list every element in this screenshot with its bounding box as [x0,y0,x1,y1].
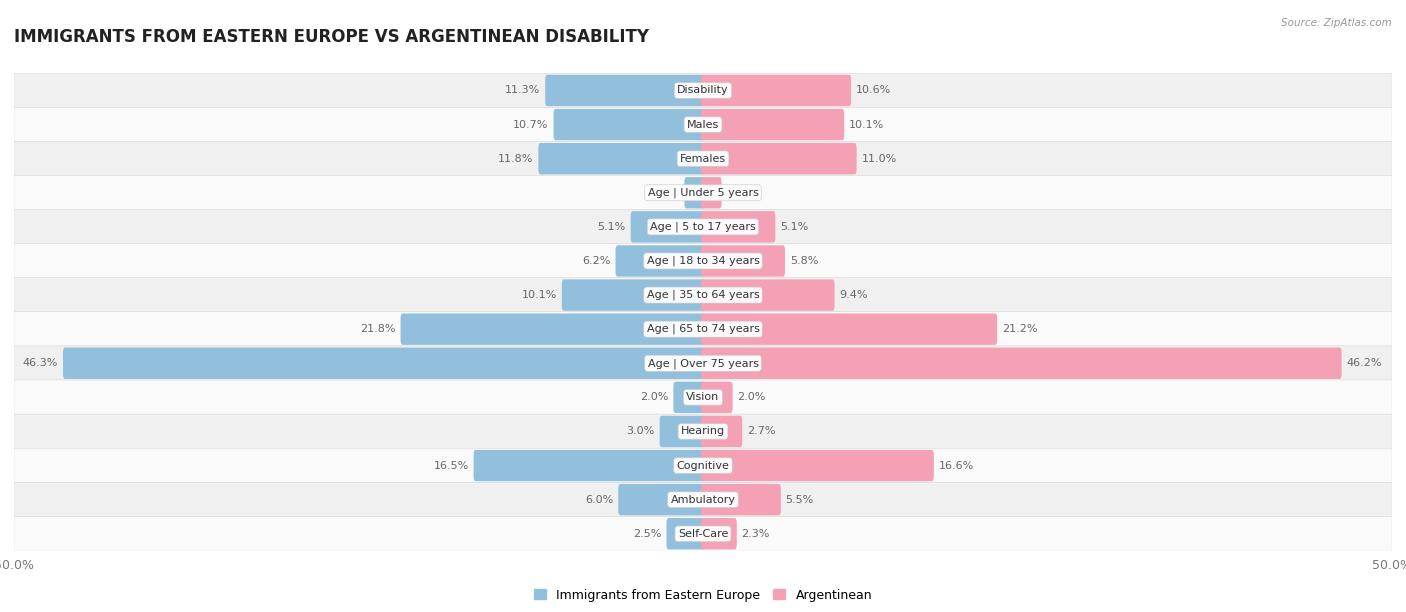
Text: Age | 35 to 64 years: Age | 35 to 64 years [647,290,759,300]
FancyBboxPatch shape [14,176,1392,210]
Text: 10.7%: 10.7% [513,119,548,130]
FancyBboxPatch shape [659,416,704,447]
FancyBboxPatch shape [554,109,704,140]
Text: Ambulatory: Ambulatory [671,494,735,505]
Text: 46.3%: 46.3% [22,358,58,368]
Text: Source: ZipAtlas.com: Source: ZipAtlas.com [1281,18,1392,28]
FancyBboxPatch shape [702,109,844,140]
Text: Cognitive: Cognitive [676,461,730,471]
Text: 2.5%: 2.5% [633,529,662,539]
Text: Males: Males [688,119,718,130]
FancyBboxPatch shape [474,450,704,481]
Text: Disability: Disability [678,86,728,95]
FancyBboxPatch shape [685,177,704,209]
FancyBboxPatch shape [401,313,704,345]
Text: 2.0%: 2.0% [738,392,766,402]
FancyBboxPatch shape [702,348,1341,379]
Text: 16.6%: 16.6% [939,461,974,471]
FancyBboxPatch shape [631,211,704,242]
FancyBboxPatch shape [702,313,997,345]
FancyBboxPatch shape [702,280,835,311]
FancyBboxPatch shape [702,450,934,481]
Text: 2.3%: 2.3% [741,529,770,539]
FancyBboxPatch shape [14,414,1392,449]
Text: Hearing: Hearing [681,427,725,436]
Text: IMMIGRANTS FROM EASTERN EUROPE VS ARGENTINEAN DISABILITY: IMMIGRANTS FROM EASTERN EUROPE VS ARGENT… [14,28,650,46]
Text: 6.0%: 6.0% [585,494,613,505]
Text: 16.5%: 16.5% [433,461,468,471]
FancyBboxPatch shape [702,484,780,515]
Text: 3.0%: 3.0% [627,427,655,436]
FancyBboxPatch shape [538,143,704,174]
Text: Age | 5 to 17 years: Age | 5 to 17 years [650,222,756,232]
Text: Age | Over 75 years: Age | Over 75 years [648,358,758,368]
Text: Self-Care: Self-Care [678,529,728,539]
Text: 10.6%: 10.6% [856,86,891,95]
Text: Age | 65 to 74 years: Age | 65 to 74 years [647,324,759,334]
Text: 5.8%: 5.8% [790,256,818,266]
FancyBboxPatch shape [546,75,704,106]
FancyBboxPatch shape [14,141,1392,176]
FancyBboxPatch shape [14,209,1392,244]
Text: 5.1%: 5.1% [780,222,808,232]
FancyBboxPatch shape [14,244,1392,278]
Text: 5.1%: 5.1% [598,222,626,232]
FancyBboxPatch shape [702,143,856,174]
Text: 5.5%: 5.5% [786,494,814,505]
FancyBboxPatch shape [702,518,737,550]
Legend: Immigrants from Eastern Europe, Argentinean: Immigrants from Eastern Europe, Argentin… [529,584,877,606]
FancyBboxPatch shape [63,348,704,379]
FancyBboxPatch shape [702,211,775,242]
FancyBboxPatch shape [666,518,704,550]
Text: Vision: Vision [686,392,720,402]
Text: 9.4%: 9.4% [839,290,868,300]
Text: 11.0%: 11.0% [862,154,897,163]
Text: 1.2%: 1.2% [651,188,679,198]
FancyBboxPatch shape [14,380,1392,415]
FancyBboxPatch shape [14,73,1392,108]
FancyBboxPatch shape [14,482,1392,517]
Text: 1.2%: 1.2% [727,188,755,198]
Text: 21.8%: 21.8% [360,324,395,334]
FancyBboxPatch shape [702,245,785,277]
FancyBboxPatch shape [14,107,1392,142]
Text: 10.1%: 10.1% [522,290,557,300]
Text: 46.2%: 46.2% [1347,358,1382,368]
FancyBboxPatch shape [702,75,851,106]
FancyBboxPatch shape [619,484,704,515]
FancyBboxPatch shape [673,382,704,413]
FancyBboxPatch shape [14,517,1392,551]
FancyBboxPatch shape [616,245,704,277]
FancyBboxPatch shape [14,312,1392,346]
Text: 2.7%: 2.7% [747,427,776,436]
FancyBboxPatch shape [14,448,1392,483]
Text: 2.0%: 2.0% [640,392,669,402]
Text: Females: Females [681,154,725,163]
Text: 11.3%: 11.3% [505,86,540,95]
Text: 21.2%: 21.2% [1002,324,1038,334]
FancyBboxPatch shape [702,177,721,209]
FancyBboxPatch shape [702,382,733,413]
Text: 11.8%: 11.8% [498,154,533,163]
FancyBboxPatch shape [14,346,1392,381]
FancyBboxPatch shape [14,278,1392,313]
Text: 6.2%: 6.2% [582,256,610,266]
Text: Age | Under 5 years: Age | Under 5 years [648,187,758,198]
Text: 10.1%: 10.1% [849,119,884,130]
FancyBboxPatch shape [702,416,742,447]
Text: Age | 18 to 34 years: Age | 18 to 34 years [647,256,759,266]
FancyBboxPatch shape [562,280,704,311]
